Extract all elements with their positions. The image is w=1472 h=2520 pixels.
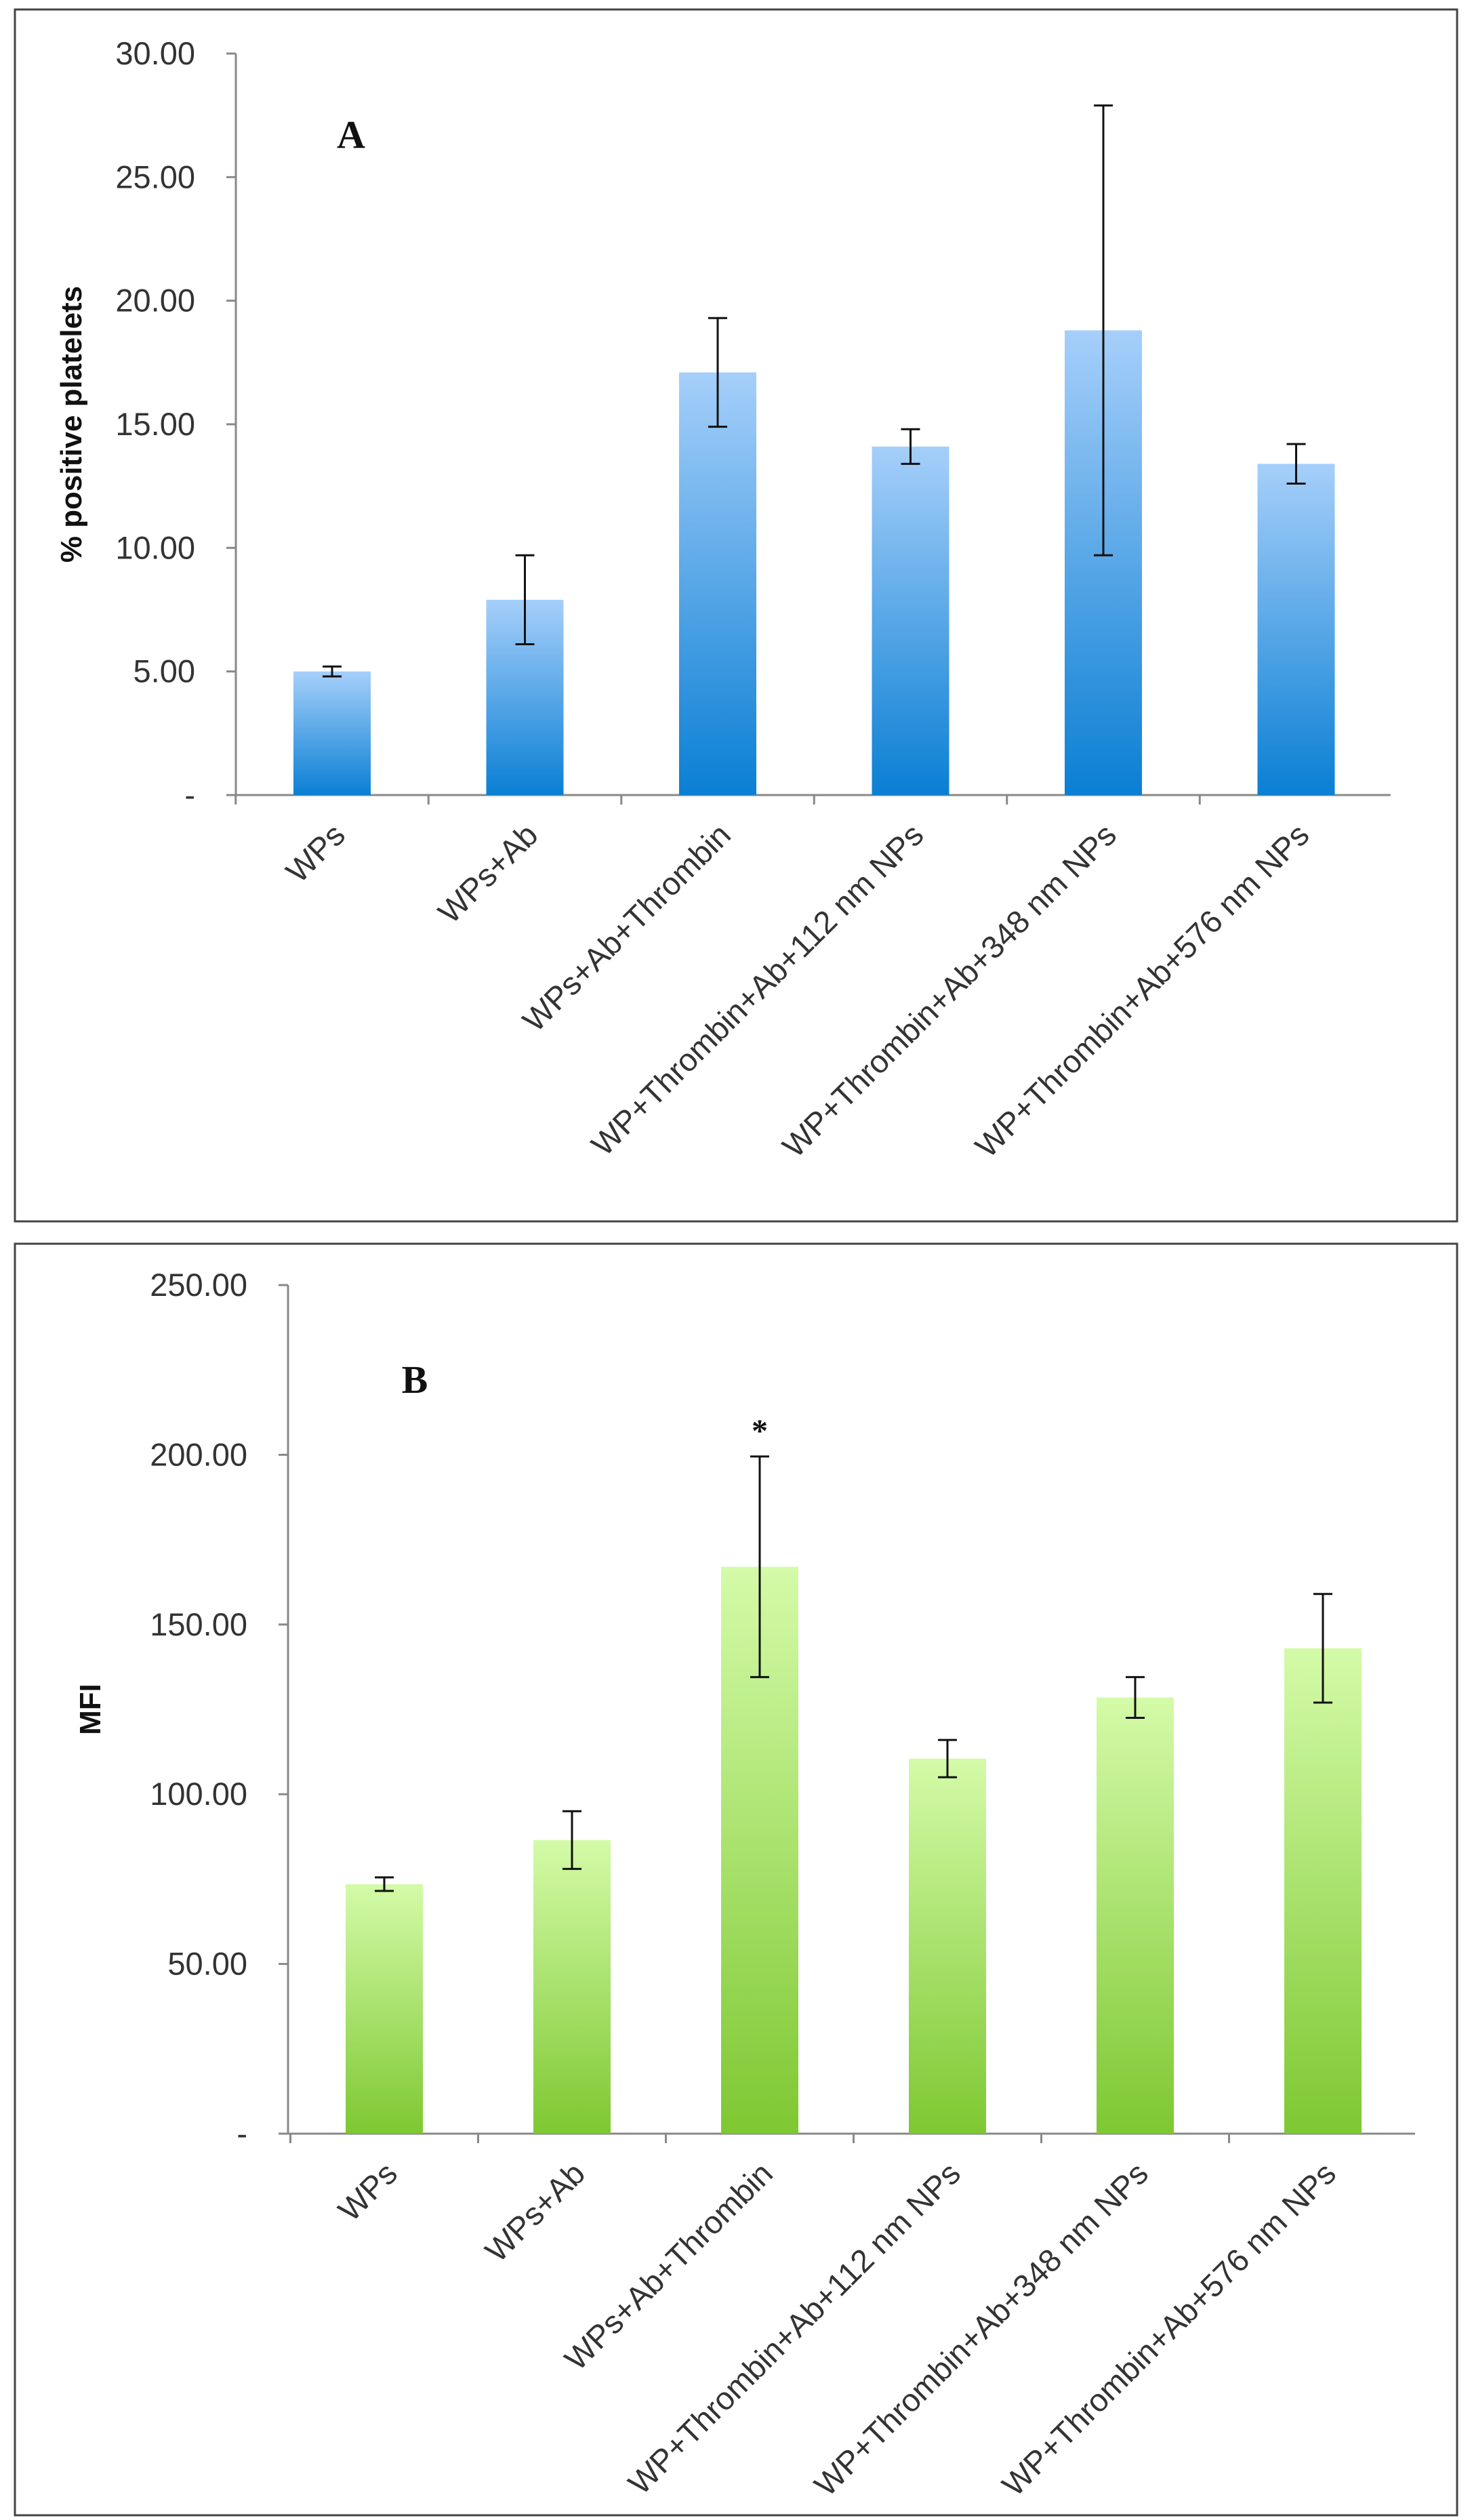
bar — [872, 446, 949, 795]
y-tick-label: 100.00 — [150, 1776, 247, 1812]
y-tick-label: 25.00 — [115, 159, 195, 195]
error-bar — [323, 665, 342, 678]
bar — [1284, 1648, 1362, 2134]
error-bar — [750, 1455, 769, 1678]
y-tick-label: - — [184, 777, 195, 813]
bar — [679, 372, 756, 795]
significance-annotation: * — [752, 1413, 768, 1449]
error-bar — [563, 1810, 581, 1870]
y-tick-label: 150.00 — [150, 1606, 247, 1642]
error-bar — [901, 428, 920, 465]
y-axis-title: % positive platelets — [55, 286, 88, 563]
error-bar — [1313, 1593, 1332, 1704]
y-axis-title: MFI — [74, 1684, 107, 1735]
bar — [293, 671, 371, 795]
error-bar — [708, 317, 727, 428]
y-tick-label: 200.00 — [150, 1436, 247, 1472]
error-bar — [515, 554, 535, 646]
bar — [1097, 1697, 1174, 2134]
bar — [533, 1840, 611, 2134]
error-bar — [938, 1739, 957, 1779]
y-tick-label: 30.00 — [115, 35, 195, 71]
error-bar — [375, 1876, 394, 1892]
y-tick-label: 5.00 — [134, 653, 195, 689]
error-bar — [1094, 104, 1113, 556]
y-tick-label: 10.00 — [115, 529, 195, 565]
panel-label: B — [402, 1358, 428, 1402]
y-tick-label: 20.00 — [115, 283, 195, 319]
y-tick-label: 250.00 — [150, 1267, 247, 1303]
y-tick-label: 50.00 — [167, 1946, 247, 1982]
bar — [909, 1758, 986, 2134]
error-bar — [1286, 443, 1306, 485]
error-bar — [1126, 1675, 1145, 1720]
bar — [346, 1884, 423, 2134]
y-tick-label: 15.00 — [115, 406, 195, 442]
panel-label: A — [337, 113, 365, 157]
y-tick-label: - — [237, 2115, 247, 2151]
bar — [1257, 464, 1335, 795]
